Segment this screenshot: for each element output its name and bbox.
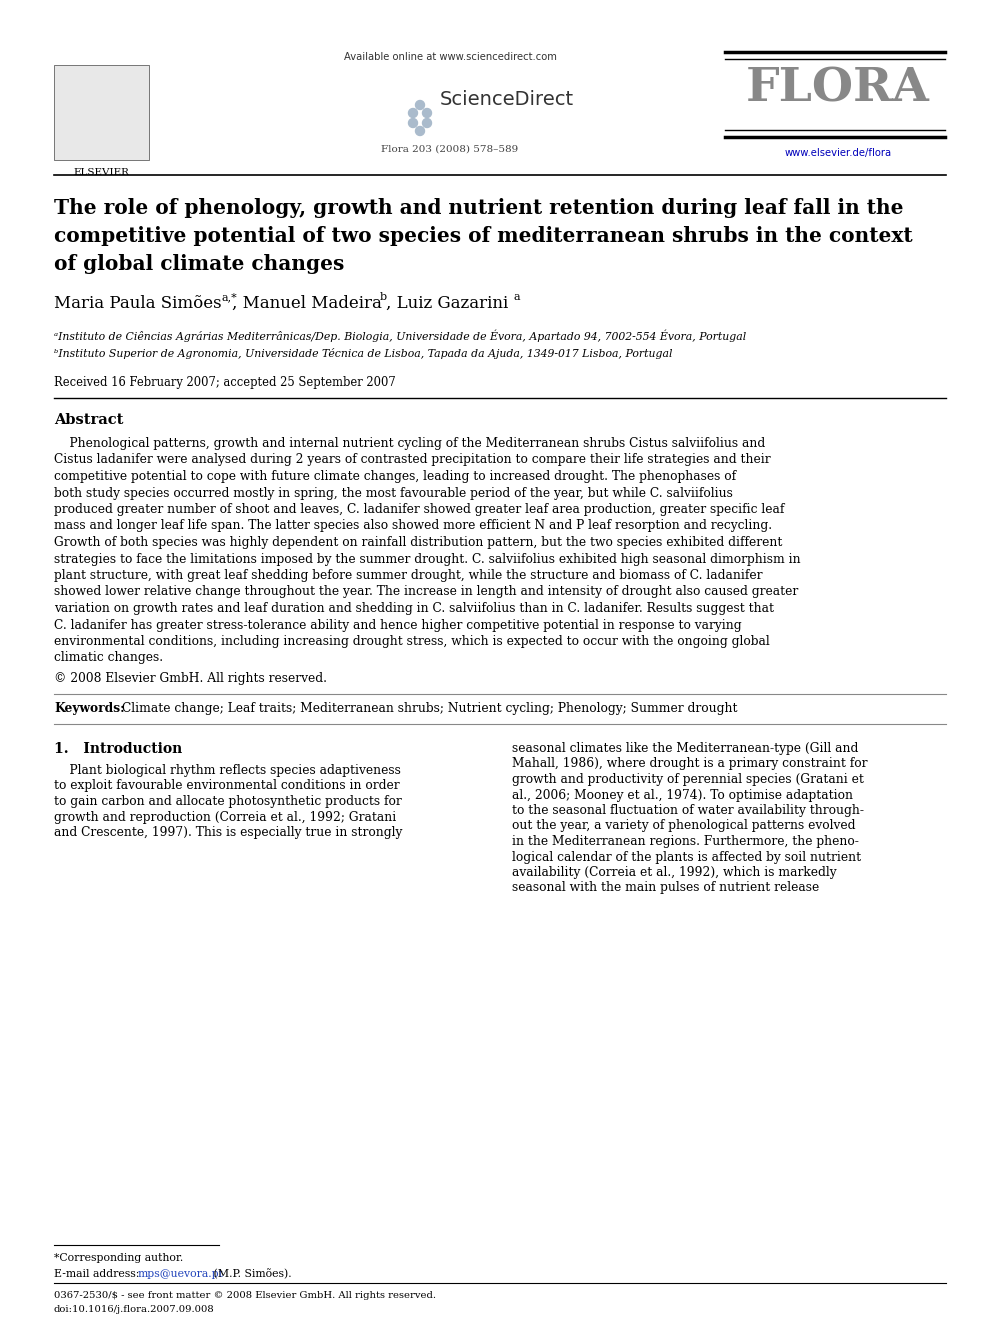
Text: availability (Correia et al., 1992), which is markedly: availability (Correia et al., 1992), whi… [512, 867, 836, 878]
Text: climatic changes.: climatic changes. [54, 651, 163, 664]
Text: variation on growth rates and leaf duration and shedding in C. salviifolius than: variation on growth rates and leaf durat… [54, 602, 774, 615]
Text: (M.P. Simões).: (M.P. Simões). [210, 1269, 292, 1279]
Bar [54, 65, 149, 160]
Text: ᵇInstituto Superior de Agronomia, Universidade Técnica de Lisboa, Tapada da Ajud: ᵇInstituto Superior de Agronomia, Univer… [54, 348, 673, 359]
Text: Received 16 February 2007; accepted 25 September 2007: Received 16 February 2007; accepted 25 S… [54, 376, 396, 389]
Text: a,*: a,* [222, 292, 238, 302]
Text: showed lower relative change throughout the year. The increase in length and int: showed lower relative change throughout … [54, 586, 799, 598]
Text: competitive potential to cope with future climate changes, leading to increased : competitive potential to cope with futur… [54, 470, 736, 483]
Text: Phenological patterns, growth and internal nutrient cycling of the Mediterranean: Phenological patterns, growth and intern… [54, 437, 765, 450]
Text: al., 2006; Mooney et al., 1974). To optimise adaptation: al., 2006; Mooney et al., 1974). To opti… [512, 789, 853, 802]
Text: competitive potential of two species of mediterranean shrubs in the context: competitive potential of two species of … [54, 226, 913, 246]
Text: in the Mediterranean regions. Furthermore, the pheno-: in the Mediterranean regions. Furthermor… [512, 835, 859, 848]
Text: , Manuel Madeira: , Manuel Madeira [232, 295, 382, 312]
Text: out the year, a variety of phenological patterns evolved: out the year, a variety of phenological … [512, 819, 855, 832]
Text: Keywords:: Keywords: [54, 703, 125, 714]
Text: Maria Paula Simões: Maria Paula Simões [54, 295, 221, 312]
Text: a: a [514, 292, 521, 302]
Bar [54, 65, 149, 160]
Circle shape [423, 119, 432, 127]
Text: ELSEVIER: ELSEVIER [73, 168, 129, 177]
Text: environmental conditions, including increasing drought stress, which is expected: environmental conditions, including incr… [54, 635, 770, 648]
Circle shape [416, 101, 425, 110]
Text: Available online at www.sciencedirect.com: Available online at www.sciencedirect.co… [343, 52, 557, 62]
Text: mass and longer leaf life span. The latter species also showed more efficient N : mass and longer leaf life span. The latt… [54, 520, 772, 532]
Text: © 2008 Elsevier GmbH. All rights reserved.: © 2008 Elsevier GmbH. All rights reserve… [54, 672, 327, 685]
Text: The role of phenology, growth and nutrient retention during leaf fall in the: The role of phenology, growth and nutrie… [54, 198, 904, 218]
Text: of global climate changes: of global climate changes [54, 254, 344, 274]
Text: to gain carbon and allocate photosynthetic products for: to gain carbon and allocate photosynthet… [54, 795, 402, 808]
Text: seasonal with the main pulses of nutrient release: seasonal with the main pulses of nutrien… [512, 881, 819, 894]
Text: Cistus ladanifer were analysed during 2 years of contrasted precipitation to com: Cistus ladanifer were analysed during 2 … [54, 454, 771, 467]
Text: 0367-2530/$ - see front matter © 2008 Elsevier GmbH. All rights reserved.: 0367-2530/$ - see front matter © 2008 El… [54, 1291, 436, 1301]
Text: doi:10.1016/j.flora.2007.09.008: doi:10.1016/j.flora.2007.09.008 [54, 1304, 214, 1314]
Text: C. ladanifer has greater stress-tolerance ability and hence higher competitive p: C. ladanifer has greater stress-toleranc… [54, 618, 742, 631]
Text: to exploit favourable environmental conditions in order: to exploit favourable environmental cond… [54, 779, 400, 792]
Text: , Luiz Gazarini: , Luiz Gazarini [386, 295, 508, 312]
Text: plant structure, with great leaf shedding before summer drought, while the struc: plant structure, with great leaf sheddin… [54, 569, 763, 582]
Text: www.elsevier.de/flora: www.elsevier.de/flora [785, 148, 892, 157]
Circle shape [409, 119, 418, 127]
Circle shape [423, 108, 432, 118]
Text: Abstract: Abstract [54, 413, 123, 427]
Text: growth and reproduction (Correia et al., 1992; Gratani: growth and reproduction (Correia et al.,… [54, 811, 396, 823]
Text: Flora 203 (2008) 578–589: Flora 203 (2008) 578–589 [381, 146, 519, 153]
Circle shape [416, 127, 425, 135]
Text: b: b [380, 292, 387, 302]
Text: FLORA: FLORA [746, 65, 930, 111]
Text: logical calendar of the plants is affected by soil nutrient: logical calendar of the plants is affect… [512, 851, 861, 864]
Text: Mahall, 1986), where drought is a primary constraint for: Mahall, 1986), where drought is a primar… [512, 758, 867, 770]
Text: ScienceDirect: ScienceDirect [440, 90, 574, 108]
Text: produced greater number of shoot and leaves, C. ladanifer showed greater leaf ar: produced greater number of shoot and lea… [54, 503, 785, 516]
Text: growth and productivity of perennial species (Gratani et: growth and productivity of perennial spe… [512, 773, 864, 786]
Text: and Crescente, 1997). This is especially true in strongly: and Crescente, 1997). This is especially… [54, 826, 403, 839]
Text: Growth of both species was highly dependent on rainfall distribution pattern, bu: Growth of both species was highly depend… [54, 536, 783, 549]
Text: both study species occurred mostly in spring, the most favourable period of the : both study species occurred mostly in sp… [54, 487, 733, 500]
Circle shape [409, 108, 418, 118]
Text: to the seasonal fluctuation of water availability through-: to the seasonal fluctuation of water ava… [512, 804, 864, 818]
Text: *Corresponding author.: *Corresponding author. [54, 1253, 184, 1263]
Text: mps@uevora.pt: mps@uevora.pt [138, 1269, 224, 1279]
Text: Plant biological rhythm reflects species adaptiveness: Plant biological rhythm reflects species… [54, 763, 401, 777]
Text: E-mail address:: E-mail address: [54, 1269, 143, 1279]
Text: strategies to face the limitations imposed by the summer drought. C. salviifoliu: strategies to face the limitations impos… [54, 553, 801, 565]
Text: Climate change; Leaf traits; Mediterranean shrubs; Nutrient cycling; Phenology; : Climate change; Leaf traits; Mediterrane… [122, 703, 737, 714]
Text: seasonal climates like the Mediterranean-type (Gill and: seasonal climates like the Mediterranean… [512, 742, 858, 755]
Text: ᵃInstituto de Ciências Agrárias Mediterrânicas/Dep. Biologia, Universidade de Év: ᵃInstituto de Ciências Agrárias Mediterr… [54, 329, 746, 343]
Text: 1.   Introduction: 1. Introduction [54, 742, 183, 755]
